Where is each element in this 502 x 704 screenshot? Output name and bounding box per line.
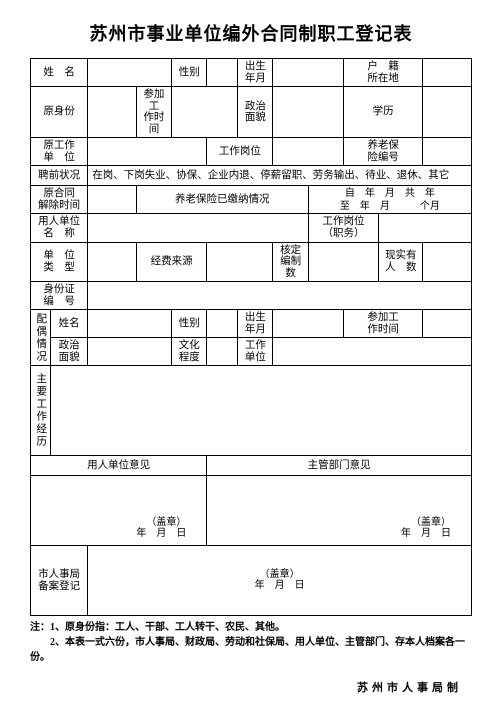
field-origin (88, 87, 137, 138)
label-funding: 经费来源 (136, 242, 207, 282)
label-spouse-name: 姓名 (50, 310, 87, 338)
label-birth: 出生年月 (238, 59, 273, 87)
label-job-position: 工作岗位（职务） (308, 214, 379, 242)
label-xueli: 学历 (344, 87, 423, 138)
label-status: 聘前状况 (31, 166, 88, 186)
label-contract-end: 原合同解除时间 (31, 186, 88, 214)
employer-seal: （盖章）年 月 日 (31, 476, 207, 546)
label-spouse-sex: 性别 (172, 310, 207, 338)
label-employer-opinion: 用人单位意见 (31, 456, 207, 476)
field-xueli (423, 87, 472, 138)
label-record: 市人事局备案登记 (31, 546, 88, 616)
pension-period-from: 自 年 月 共 年 (308, 186, 471, 200)
label-origin: 原身份 (31, 87, 88, 138)
field-post (273, 138, 344, 166)
field-spouse-unit (273, 338, 472, 366)
note-2: 2、本表一式六份，市人事局、财政局、劳动和社保局、用人单位、主管部门、存本人档案… (30, 635, 472, 665)
field-zhengzhi (273, 87, 344, 138)
page-title: 苏州市事业单位编外合同制职工登记表 (30, 20, 472, 46)
notes: 注：1、原身份指：工人、干部、工人转干、农民、其他。 2、本表一式六份，市人事局… (30, 620, 472, 665)
field-spouse-sex (207, 310, 238, 338)
field-resume (50, 366, 471, 456)
label-id-number: 身份证编 号 (31, 282, 88, 310)
label-sex: 性别 (172, 59, 207, 87)
label-name: 姓 名 (31, 59, 88, 87)
resume-header: 主要工作经历 (31, 366, 51, 456)
field-spouse-politics (88, 338, 172, 366)
field-huji (423, 59, 472, 87)
label-insurance: 养老保险编号 (344, 138, 423, 166)
record-seal: （盖章）年 月 日 (88, 546, 472, 616)
field-id-number (88, 282, 472, 310)
label-post: 工作岗位 (207, 138, 273, 166)
field-birth (273, 59, 344, 87)
field-spouse-name (88, 310, 172, 338)
pension-period-to: 至 年 月 个月 (308, 200, 471, 214)
field-spouse-join (423, 310, 472, 338)
label-actual-count: 现实有人 数 (379, 242, 423, 282)
field-job-position (379, 214, 472, 242)
field-contract-end (88, 186, 137, 214)
label-employer: 用人单位名 称 (31, 214, 88, 242)
label-spouse-unit: 工作单位 (238, 338, 273, 366)
label-join: 参加工作时间 (136, 87, 171, 138)
label-spouse-birth: 出生年月 (238, 310, 273, 338)
field-sex (207, 59, 238, 87)
label-zhengzhi: 政治面貌 (238, 87, 273, 138)
label-spouse-join: 参加工作时间 (344, 310, 423, 338)
footer: 苏州市人事局制 (30, 679, 462, 695)
label-huji: 户 籍所在地 (344, 59, 423, 87)
field-employer (88, 214, 308, 242)
label-quota: 核定编制数 (273, 242, 308, 282)
field-join (172, 87, 238, 138)
label-spouse-edu: 文化程度 (172, 338, 207, 366)
field-orig-unit (88, 138, 207, 166)
field-quota (308, 242, 379, 282)
spouse-header: 配偶情况 (31, 310, 51, 366)
field-actual-count (423, 242, 472, 282)
label-spouse-politics: 政治面貌 (50, 338, 87, 366)
field-spouse-edu (207, 338, 238, 366)
form-table: 姓 名 性别 出生年月 户 籍所在地 原身份 参加工作时间 政治面貌 学历 原工… (30, 58, 472, 616)
label-unit-type: 单 位类 型 (31, 242, 88, 282)
label-dept-opinion: 主管部门意见 (207, 456, 472, 476)
field-funding (207, 242, 273, 282)
field-spouse-birth (273, 310, 344, 338)
field-status-options: 在岗、下岗失业、协保、企业内退、停薪留职、劳务输出、待业、退休、其它 (88, 166, 472, 186)
note-1: 注：1、原身份指：工人、干部、工人转干、农民、其他。 (30, 620, 472, 635)
label-pension-paid: 养老保险已缴纳情况 (136, 186, 308, 214)
field-unit-type (88, 242, 137, 282)
dept-seal: （盖章）年 月 日 (207, 476, 472, 546)
field-insurance (423, 138, 472, 166)
label-orig-unit: 原工作单 位 (31, 138, 88, 166)
field-name (88, 59, 172, 87)
